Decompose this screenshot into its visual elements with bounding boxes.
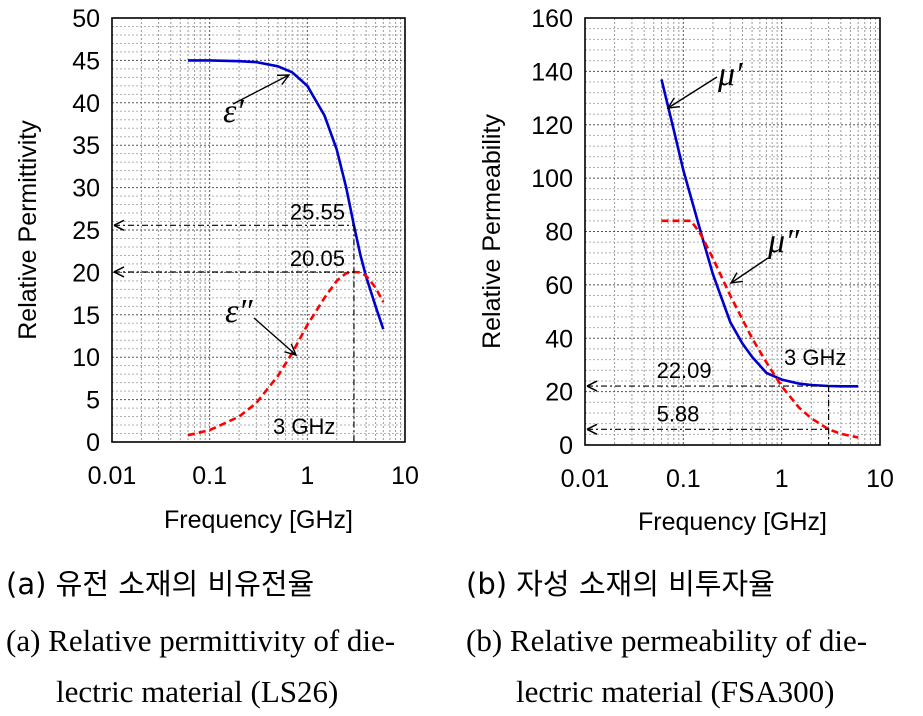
y-tick-label: 40 <box>72 90 100 118</box>
y-tick-label: 160 <box>531 5 573 33</box>
y-tick-label: 60 <box>545 272 573 300</box>
marker-arrowhead <box>113 219 125 232</box>
x-tick-label: 0.1 <box>666 465 701 493</box>
series-line-imaginary-part <box>661 219 859 439</box>
series-pointer-line <box>232 74 290 105</box>
x-axis-label: Frequency [GHz] <box>638 508 827 536</box>
series-pointer-line <box>667 76 718 109</box>
marker-value-label: 25.55 <box>290 199 345 224</box>
frequency-label: 3 GHz <box>784 345 846 370</box>
series-line-real-part <box>660 79 859 388</box>
series-pointer-line <box>253 317 297 356</box>
y-tick-label: 140 <box>531 58 573 86</box>
marker-value-label: 5.88 <box>657 401 700 426</box>
y-tick-label: 45 <box>72 47 100 75</box>
marker-arrowhead <box>586 380 598 392</box>
y-tick-label: 10 <box>72 344 100 372</box>
y-tick-label: 30 <box>72 175 100 203</box>
x-tick-label: 10 <box>391 462 419 490</box>
series-name-label: ε′ <box>223 93 244 130</box>
x-tick-label: 0.01 <box>561 465 610 493</box>
y-tick-label: 120 <box>531 112 573 140</box>
y-tick-label: 0 <box>86 429 100 457</box>
x-axis-label: Frequency [GHz] <box>164 506 353 534</box>
y-tick-label: 35 <box>72 132 100 160</box>
y-tick-label: 5 <box>86 387 100 415</box>
caption-b-english-line2: lectric material (FSA300) <box>516 674 835 709</box>
series-pointer-arrowhead <box>284 343 298 357</box>
marker-value-label: 22.09 <box>657 358 712 383</box>
series-pointer-arrowhead <box>276 74 291 86</box>
caption-a-english-line1: (a) Relative permittivity of die- <box>6 623 396 658</box>
series-line-real-part <box>188 59 385 330</box>
caption-b-korean: (b) 자성 소재의 비투자율 <box>466 567 775 601</box>
x-tick-label: 0.01 <box>88 462 137 490</box>
series-name-label: μ′ <box>717 56 743 93</box>
chart-panel-a: 25.55 20.05 3 GHz ε′ ε″ 0 5 10 15 20 25 30 35 40 45 50 0… <box>14 5 419 534</box>
y-tick-label: 25 <box>72 217 100 245</box>
y-tick-label: 50 <box>72 5 100 33</box>
series-name-label: ε″ <box>225 293 253 330</box>
frequency-label: 3 GHz <box>273 414 335 439</box>
x-tick-label: 1 <box>775 465 789 493</box>
x-tick-label: 1 <box>300 462 314 490</box>
y-tick-label: 15 <box>72 302 100 330</box>
marker-arrowhead <box>113 266 125 278</box>
y-tick-label: 20 <box>545 379 573 407</box>
caption-a-korean: (a) 유전 소재의 비유전율 <box>6 567 315 601</box>
plot-frame <box>111 17 406 443</box>
y-tick-label: 80 <box>545 219 573 247</box>
series-line-imaginary-part <box>187 270 385 437</box>
series-pointer-arrowhead <box>666 97 681 109</box>
series-pointer-line <box>730 257 769 284</box>
marker-value-label: 20.05 <box>290 246 345 271</box>
x-tick-label: 0.1 <box>192 462 227 490</box>
y-tick-label: 20 <box>72 259 100 287</box>
x-tick-label: 10 <box>866 465 894 493</box>
y-axis-label: Relative Permittivity <box>14 120 42 340</box>
y-axis-label: Relative Permeability <box>478 114 506 349</box>
y-tick-label: 40 <box>545 325 573 353</box>
series-pointer-arrowhead <box>729 272 743 284</box>
series-name-label: μ″ <box>767 223 800 260</box>
chart-panel-b: 22.09 5.88 3 GHz μ′ μ″ 0 20 40 60 80 100 120 140 160 0… <box>478 5 894 536</box>
y-tick-label: 0 <box>559 432 573 460</box>
marker-arrowhead <box>586 423 598 435</box>
caption-a-english-line2: lectric material (LS26) <box>56 674 339 709</box>
y-tick-label: 100 <box>531 165 573 193</box>
plot-frame <box>584 17 881 446</box>
caption-b-english-line1: (b) Relative permeability of die- <box>466 623 868 658</box>
